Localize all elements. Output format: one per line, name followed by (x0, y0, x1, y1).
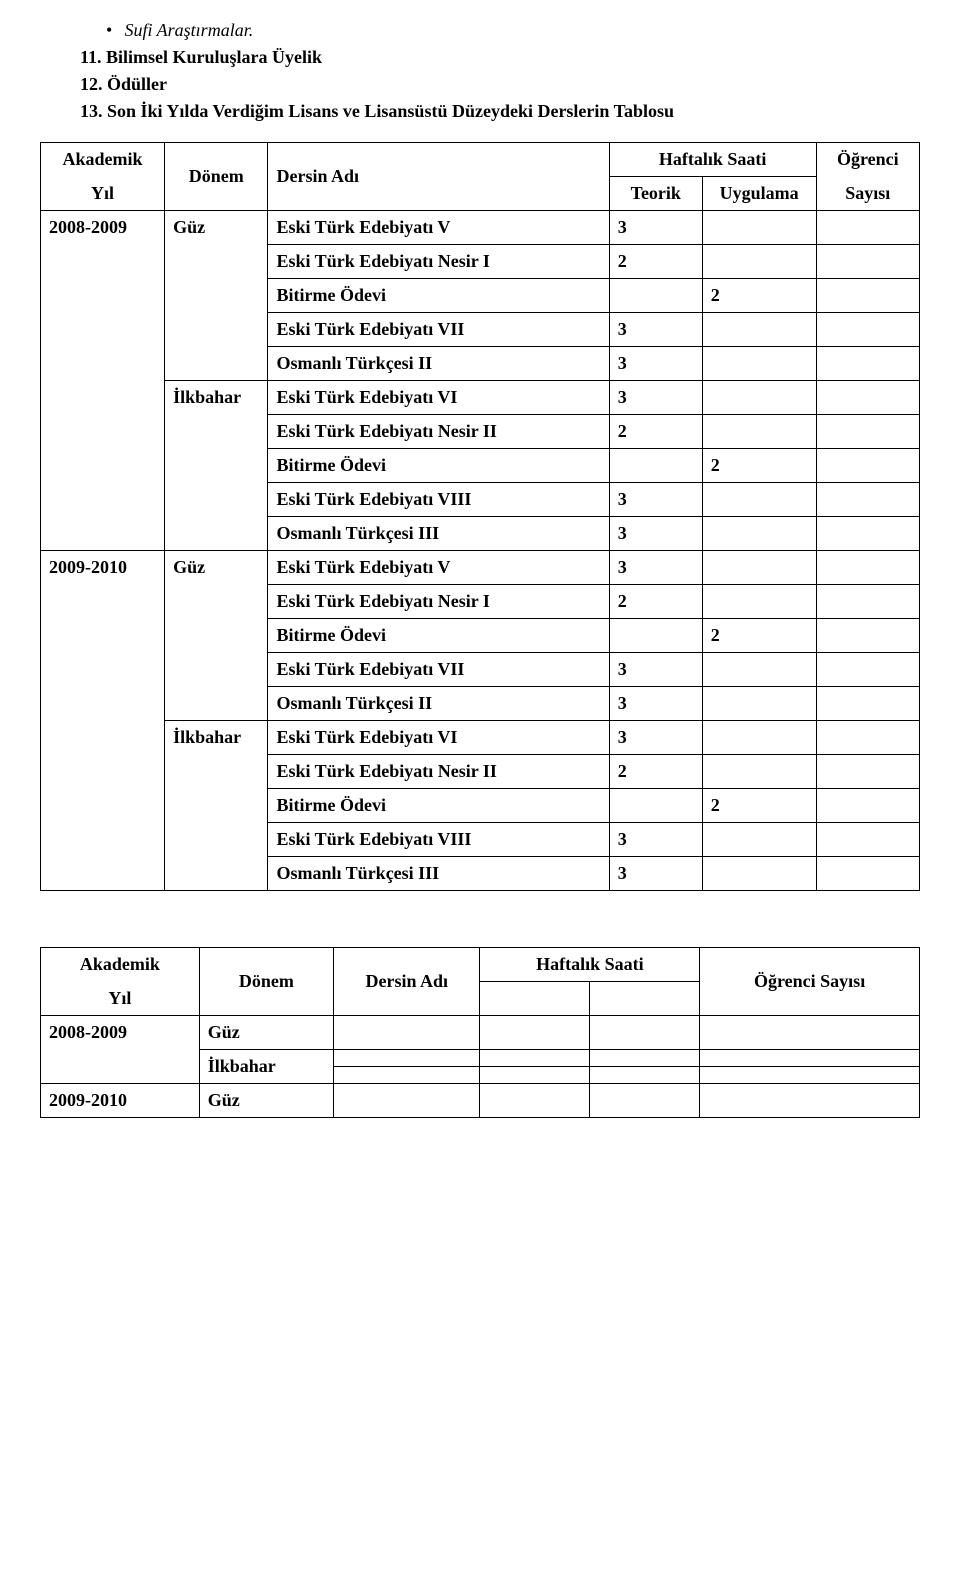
course-cell: Eski Türk Edebiyatı V (268, 211, 609, 245)
teorik-cell: 3 (609, 653, 702, 687)
bullet-icon: • (106, 20, 120, 41)
teorik-cell: 3 (609, 211, 702, 245)
sufi-text: Sufi Araştırmalar. (125, 20, 254, 40)
teorik-cell: 3 (609, 347, 702, 381)
course-cell: Osmanlı Türkçesi III (268, 517, 609, 551)
section-12: 12. Ödüller (80, 74, 920, 95)
sayisi-cell (816, 211, 919, 245)
teorik-cell: 3 (609, 857, 702, 891)
th-teorik: Teorik (609, 177, 702, 211)
th-uygulama: Uygulama (702, 177, 816, 211)
term-cell: Güz (199, 1016, 333, 1050)
table-row: İlkbahar Eski Türk Edebiyatı VI 3 (41, 721, 920, 755)
th-akademik: Akademik (41, 948, 200, 982)
course-cell: Eski Türk Edebiyatı Nesir II (268, 415, 609, 449)
teorik-cell: 3 (609, 313, 702, 347)
th-yil: Yıl (41, 982, 200, 1016)
th-ogrenci: Öğrenci (816, 143, 919, 177)
year-cell: 2008-2009 (41, 1016, 200, 1084)
table-row: 2009-2010 Güz Eski Türk Edebiyatı V 3 (41, 551, 920, 585)
teorik-cell: 2 (609, 755, 702, 789)
uygulama-cell: 2 (702, 619, 816, 653)
course-cell: Bitirme Ödevi (268, 619, 609, 653)
course-cell: Eski Türk Edebiyatı Nesir I (268, 585, 609, 619)
table-row: İlkbahar Eski Türk Edebiyatı VI 3 (41, 381, 920, 415)
th-sayisi: Sayısı (816, 177, 919, 211)
course-cell: Bitirme Ödevi (268, 279, 609, 313)
course-cell: Eski Türk Edebiyatı V (268, 551, 609, 585)
course-cell: Eski Türk Edebiyatı Nesir I (268, 245, 609, 279)
th-donem: Dönem (199, 948, 333, 1016)
table-header-row: Akademik Dönem Dersin Adı Haftalık Saati… (41, 143, 920, 177)
table-row: 2008-2009 Güz Eski Türk Edebiyatı V 3 (41, 211, 920, 245)
course-cell: Osmanlı Türkçesi III (268, 857, 609, 891)
term-cell: Güz (165, 211, 268, 381)
teorik-cell: 2 (609, 245, 702, 279)
teorik-cell: 3 (609, 823, 702, 857)
teorik-cell: 3 (609, 687, 702, 721)
uygulama-cell: 2 (702, 279, 816, 313)
course-cell: Osmanlı Türkçesi II (268, 687, 609, 721)
term-cell: İlkbahar (165, 721, 268, 891)
course-cell: Eski Türk Edebiyatı VII (268, 313, 609, 347)
term-cell: Güz (199, 1084, 333, 1118)
th-yil: Yıl (41, 177, 165, 211)
section-13: 13. Son İki Yılda Verdiğim Lisans ve Lis… (80, 101, 920, 122)
course-cell: Osmanlı Türkçesi II (268, 347, 609, 381)
year-cell: 2009-2010 (41, 1084, 200, 1118)
uygulama-cell: 2 (702, 789, 816, 823)
course-cell: Bitirme Ödevi (268, 789, 609, 823)
teorik-cell: 3 (609, 483, 702, 517)
teorik-cell: 2 (609, 585, 702, 619)
th-donem: Dönem (165, 143, 268, 211)
th-haftalik: Haftalık Saati (480, 948, 700, 982)
th-ogrenci: Öğrenci Sayısı (700, 948, 920, 1016)
th-haftalik: Haftalık Saati (609, 143, 816, 177)
uygulama-cell: 2 (702, 449, 816, 483)
top-bullet-line: • Sufi Araştırmalar. (106, 20, 920, 41)
teorik-cell: 3 (609, 517, 702, 551)
term-cell: İlkbahar (199, 1050, 333, 1084)
section-11: 11. Bilimsel Kuruluşlara Üyelik (80, 47, 920, 68)
course-cell: Eski Türk Edebiyatı VI (268, 721, 609, 755)
th-dersin-adi: Dersin Adı (268, 143, 609, 211)
table-row: 2009-2010 Güz (41, 1084, 920, 1118)
year-cell: 2009-2010 (41, 551, 165, 891)
table-header-row: Akademik Dönem Dersin Adı Haftalık Saati… (41, 948, 920, 982)
courses-table-2: Akademik Dönem Dersin Adı Haftalık Saati… (40, 947, 920, 1118)
teorik-cell: 3 (609, 381, 702, 415)
year-cell: 2008-2009 (41, 211, 165, 551)
uygulama-cell (702, 211, 816, 245)
course-cell: Eski Türk Edebiyatı VI (268, 381, 609, 415)
th-akademik: Akademik (41, 143, 165, 177)
term-cell: İlkbahar (165, 381, 268, 551)
courses-table-1: Akademik Dönem Dersin Adı Haftalık Saati… (40, 142, 920, 891)
page: • Sufi Araştırmalar. 11. Bilimsel Kurulu… (20, 0, 940, 1158)
term-cell: Güz (165, 551, 268, 721)
course-cell: Eski Türk Edebiyatı Nesir II (268, 755, 609, 789)
course-cell: Eski Türk Edebiyatı VII (268, 653, 609, 687)
teorik-cell: 2 (609, 415, 702, 449)
course-cell: Bitirme Ödevi (268, 449, 609, 483)
course-cell: Eski Türk Edebiyatı VIII (268, 483, 609, 517)
table-row: 2008-2009 Güz (41, 1016, 920, 1050)
teorik-cell: 3 (609, 551, 702, 585)
teorik-cell: 3 (609, 721, 702, 755)
th-dersin-adi: Dersin Adı (333, 948, 479, 1016)
course-cell: Eski Türk Edebiyatı VIII (268, 823, 609, 857)
